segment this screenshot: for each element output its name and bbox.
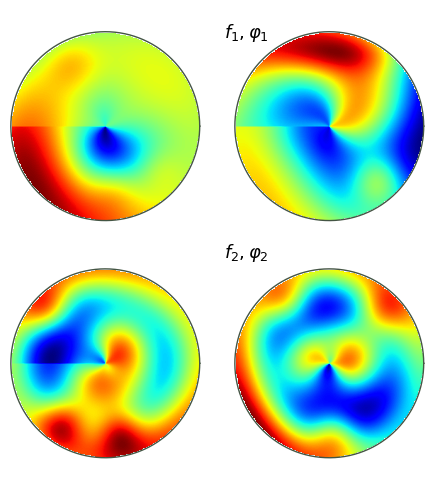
Text: $f_1, \varphi_1$: $f_1, \varphi_1$ [224, 22, 269, 44]
Text: $f_2, \varphi_2$: $f_2, \varphi_2$ [224, 242, 269, 264]
